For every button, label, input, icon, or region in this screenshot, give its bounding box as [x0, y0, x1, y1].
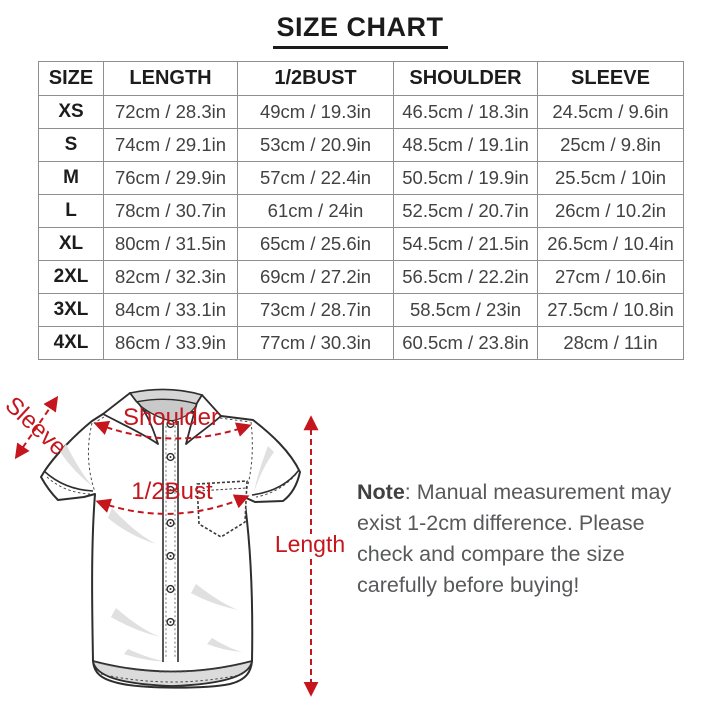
- shirt-illustration: [40, 388, 301, 689]
- cell-size: L: [38, 194, 104, 228]
- cell-bust: 73cm / 28.7in: [237, 293, 394, 327]
- page-title: SIZE CHART: [272, 12, 448, 49]
- note-line: carefully before buying!: [357, 573, 580, 597]
- cell-sleeve: 26.5cm / 10.4in: [537, 227, 684, 261]
- cell-bust: 77cm / 30.3in: [237, 326, 394, 360]
- cell-length: 76cm / 29.9in: [103, 161, 238, 195]
- table-row: M 76cm / 29.9in 57cm / 22.4in 50.5cm / 1…: [38, 161, 684, 195]
- cell-shoulder: 54.5cm / 21.5in: [393, 227, 538, 261]
- table-row: S 74cm / 29.1in 53cm / 20.9in 48.5cm / 1…: [38, 128, 684, 162]
- length-label: Length: [275, 531, 345, 557]
- cell-shoulder: 46.5cm / 18.3in: [393, 95, 538, 129]
- buttons: [166, 419, 175, 627]
- cell-bust: 65cm / 25.6in: [237, 227, 394, 261]
- cell-size: XS: [38, 95, 104, 129]
- cell-bust: 57cm / 22.4in: [237, 161, 394, 195]
- cell-sleeve: 26cm / 10.2in: [537, 194, 684, 228]
- shirt-measurement-diagram: Shoulder 1/2Bust Sleeve Length: [0, 388, 345, 697]
- cell-bust: 49cm / 19.3in: [237, 95, 394, 129]
- cell-length: 82cm / 32.3in: [103, 260, 238, 294]
- cell-bust: 69cm / 27.2in: [237, 260, 394, 294]
- cell-shoulder: 56.5cm / 22.2in: [393, 260, 538, 294]
- placket: [162, 421, 179, 662]
- cell-sleeve: 25cm / 9.8in: [537, 128, 684, 162]
- col-header-size: SIZE: [38, 61, 104, 96]
- bust-arrow: [95, 494, 250, 515]
- size-table: SIZE LENGTH 1/2BUST SHOULDER SLEEVE XS 7…: [38, 61, 684, 360]
- table-row: L 78cm / 30.7in 61cm / 24in 52.5cm / 20.…: [38, 194, 684, 228]
- cell-bust: 61cm / 24in: [237, 194, 394, 228]
- note-line: exist 1-2cm difference. Please: [357, 511, 645, 535]
- seam-stitches: [46, 416, 297, 498]
- page-title-container: SIZE CHART: [0, 12, 720, 49]
- measurement-note: Note: Manual measurement may exist 1-2cm…: [357, 477, 691, 601]
- col-header-bust: 1/2BUST: [237, 61, 394, 96]
- hem-stitches: [94, 661, 251, 683]
- table-header-row: SIZE LENGTH 1/2BUST SHOULDER SLEEVE: [38, 61, 684, 96]
- table-row: 2XL 82cm / 32.3in 69cm / 27.2in 56.5cm /…: [38, 260, 684, 294]
- note-line: check and compare the size: [357, 542, 625, 566]
- table-row: 4XL 86cm / 33.9in 77cm / 30.3in 60.5cm /…: [38, 326, 684, 360]
- table-row: XS 72cm / 28.3in 49cm / 19.3in 46.5cm / …: [38, 95, 684, 129]
- cell-sleeve: 25.5cm / 10in: [537, 161, 684, 195]
- cell-shoulder: 50.5cm / 19.9in: [393, 161, 538, 195]
- cell-sleeve: 24.5cm / 9.6in: [537, 95, 684, 129]
- cell-shoulder: 52.5cm / 20.7in: [393, 194, 538, 228]
- col-header-shoulder: SHOULDER: [393, 61, 538, 96]
- cell-sleeve: 27.5cm / 10.8in: [537, 293, 684, 327]
- length-label-background: [282, 534, 338, 557]
- cell-size: M: [38, 161, 104, 195]
- sleeve-arrow: [14, 395, 59, 460]
- fabric-folds: [60, 444, 274, 662]
- cell-length: 84cm / 33.1in: [103, 293, 238, 327]
- cell-length: 74cm / 29.1in: [103, 128, 238, 162]
- shoulder-label: Shoulder: [123, 404, 219, 431]
- shoulder-arrow: [93, 420, 252, 440]
- cell-sleeve: 27cm / 10.6in: [537, 260, 684, 294]
- note-label: Note: [357, 480, 405, 504]
- cell-length: 80cm / 31.5in: [103, 227, 238, 261]
- cell-length: 78cm / 30.7in: [103, 194, 238, 228]
- cell-shoulder: 58.5cm / 23in: [393, 293, 538, 327]
- cell-shoulder: 48.5cm / 19.1in: [393, 128, 538, 162]
- note-line: Note: Manual measurement may: [357, 480, 672, 504]
- bust-label: 1/2Bust: [131, 478, 213, 505]
- table-row: XL 80cm / 31.5in 65cm / 25.6in 54.5cm / …: [38, 227, 684, 261]
- cell-size: 2XL: [38, 260, 104, 294]
- sleeve-label: Sleeve: [0, 391, 72, 461]
- cell-sleeve: 28cm / 11in: [537, 326, 684, 360]
- cell-length: 86cm / 33.9in: [103, 326, 238, 360]
- cell-size: 3XL: [38, 293, 104, 327]
- cell-size: 4XL: [38, 326, 104, 360]
- measurement-annotations: [14, 395, 319, 697]
- cell-size: XL: [38, 227, 104, 261]
- cell-shoulder: 60.5cm / 23.8in: [393, 326, 538, 360]
- cell-length: 72cm / 28.3in: [103, 95, 238, 129]
- cell-bust: 53cm / 20.9in: [237, 128, 394, 162]
- col-header-sleeve: SLEEVE: [537, 61, 684, 96]
- cell-size: S: [38, 128, 104, 162]
- col-header-length: LENGTH: [103, 61, 238, 96]
- cuff-seams: [43, 469, 300, 496]
- table-row: 3XL 84cm / 33.1in 73cm / 28.7in 58.5cm /…: [38, 293, 684, 327]
